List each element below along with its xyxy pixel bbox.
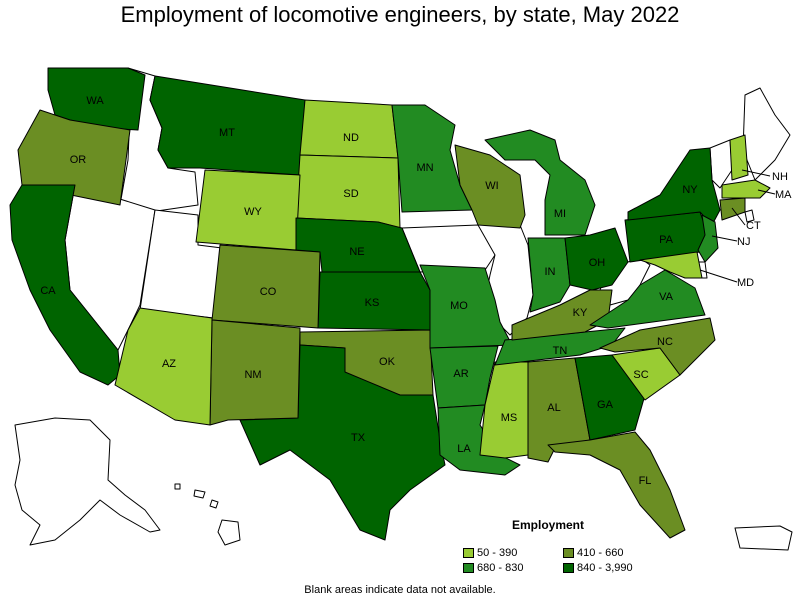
label-SD: SD (343, 188, 358, 200)
state-KY (511, 289, 613, 341)
label-KS: KS (365, 297, 380, 309)
label-WI: WI (485, 180, 498, 192)
map-title: Employment of locomotive engineers, by s… (120, 2, 680, 27)
label-NE: NE (349, 246, 364, 258)
label-ND: ND (343, 132, 359, 144)
label-WA: WA (86, 95, 104, 107)
state-NJ (697, 214, 719, 263)
label-VA: VA (659, 291, 674, 303)
label-NH: NH (772, 171, 788, 183)
state-RI (744, 209, 755, 223)
label-OK: OK (379, 356, 396, 368)
state-NH (729, 134, 749, 181)
legend-label: 840 - 3,990 (577, 561, 633, 574)
state-MT (149, 75, 306, 176)
label-CO: CO (260, 286, 277, 298)
legend-swatch (463, 562, 474, 573)
legend-label: 410 - 660 (577, 546, 624, 559)
legend-item-range-2: 410 - 660 (563, 545, 663, 560)
state-labels: WA OR CA MT ND SD WY NE KS CO OK TX NM A… (40, 95, 792, 487)
state-TN (494, 327, 626, 366)
callout-lines (699, 169, 776, 283)
legend-item-range-1: 50 - 390 (463, 545, 563, 560)
label-PA: PA (659, 234, 674, 246)
legend-swatch (563, 562, 574, 573)
label-TN: TN (553, 345, 568, 357)
state-MD (639, 251, 703, 279)
label-NJ: NJ (737, 236, 750, 248)
data-states (9, 67, 771, 541)
label-AR: AR (453, 368, 468, 380)
state-ME (742, 87, 791, 181)
label-KY: KY (573, 307, 588, 319)
state-MA (721, 179, 771, 199)
territory-PR (734, 525, 793, 551)
legend-swatch (463, 547, 474, 558)
label-NM: NM (244, 369, 261, 381)
state-ND (299, 99, 399, 159)
label-NY: NY (682, 184, 698, 196)
state-OR (17, 109, 131, 206)
state-VT (709, 139, 733, 189)
state-VA (589, 269, 706, 329)
label-WY: WY (244, 206, 262, 218)
state-NY (627, 147, 721, 226)
footnote: Blank areas indicate data not available. (304, 584, 496, 596)
label-AL: AL (547, 402, 560, 414)
state-MO (419, 264, 513, 349)
legend: Employment 50 - 390 410 - 660 680 - 830 … (463, 518, 663, 575)
label-FL: FL (639, 475, 652, 487)
label-MN: MN (416, 162, 433, 174)
label-MO: MO (450, 300, 468, 312)
legend-title: Employment (511, 518, 584, 532)
label-OH: OH (589, 257, 606, 269)
state-AZ (114, 307, 213, 426)
label-LA: LA (457, 443, 471, 455)
label-AZ: AZ (162, 358, 176, 370)
state-TX (239, 344, 446, 541)
label-NC: NC (657, 336, 673, 348)
state-CA (9, 184, 121, 386)
label-MA: MA (775, 189, 792, 201)
state-AK (14, 417, 161, 546)
label-TX: TX (351, 432, 366, 444)
label-MD: MD (737, 277, 754, 289)
label-IN: IN (545, 266, 556, 278)
state-OH (564, 227, 629, 291)
label-OR: OR (70, 154, 87, 166)
state-MI (484, 129, 596, 236)
label-MS: MS (501, 412, 518, 424)
state-NC (599, 317, 716, 376)
label-CT: CT (746, 220, 761, 232)
state-WI (454, 144, 526, 229)
legend-item-range-3: 680 - 830 (463, 560, 563, 575)
label-SC: SC (633, 369, 648, 381)
legend-label: 50 - 390 (477, 546, 518, 559)
legend-item-range-4: 840 - 3,990 (563, 560, 663, 575)
label-GA: GA (597, 399, 614, 411)
label-MT: MT (219, 127, 235, 139)
legend-swatch (563, 547, 574, 558)
state-HI (174, 483, 241, 546)
state-FL (547, 431, 686, 539)
legend-label: 680 - 830 (477, 561, 524, 574)
label-MI: MI (554, 208, 566, 220)
state-AR (429, 345, 499, 409)
label-CA: CA (40, 285, 56, 297)
state-CO (211, 244, 321, 329)
